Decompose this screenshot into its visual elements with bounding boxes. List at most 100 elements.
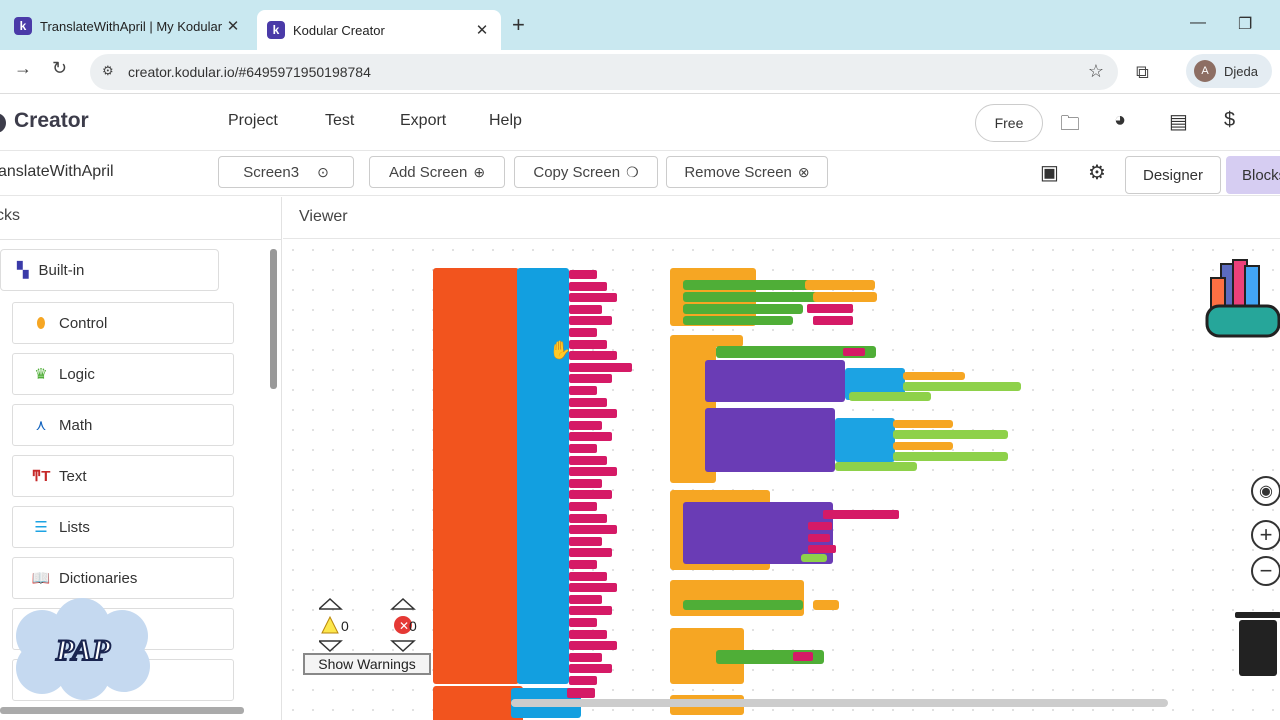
list-item-text-block[interactable] bbox=[569, 397, 607, 407]
component-property-block[interactable] bbox=[835, 462, 917, 471]
make-a-list-block[interactable] bbox=[517, 268, 569, 684]
category-lists[interactable]: ☰ Lists bbox=[12, 506, 234, 548]
category-logic[interactable]: ♛ Logic bbox=[12, 353, 234, 395]
recenter-icon[interactable]: ◉ bbox=[1251, 476, 1280, 506]
list-item-text-block[interactable] bbox=[569, 571, 607, 581]
category-text[interactable]: ͳT Text bbox=[12, 455, 234, 497]
show-warnings-button[interactable]: Show Warnings bbox=[303, 653, 431, 675]
list-item-text-block[interactable] bbox=[569, 281, 607, 291]
boolean-block[interactable] bbox=[801, 554, 827, 562]
list-item-text-block[interactable] bbox=[569, 536, 602, 546]
text-block[interactable] bbox=[807, 304, 853, 313]
list-item-text-block[interactable] bbox=[569, 339, 607, 349]
panel-horizontal-scrollbar[interactable] bbox=[0, 707, 244, 714]
profile-button[interactable]: A Djeda bbox=[1186, 54, 1272, 88]
set-block[interactable] bbox=[683, 600, 803, 610]
plan-button[interactable]: Free bbox=[975, 104, 1043, 142]
warning-down-icon[interactable] bbox=[319, 640, 343, 653]
list-item-text-block[interactable] bbox=[569, 618, 597, 627]
set-block[interactable] bbox=[683, 304, 803, 314]
list-item-text-block[interactable] bbox=[569, 606, 612, 616]
blocks-workspace[interactable]: ✋ ✕ 0 0 Show Warnings ◉ + − bbox=[283, 240, 1280, 720]
text-block[interactable] bbox=[567, 688, 595, 698]
list-item-text-block[interactable] bbox=[569, 293, 617, 303]
folder-star-icon[interactable]: 🗀 bbox=[1060, 113, 1080, 135]
list-item-text-block[interactable] bbox=[569, 362, 632, 372]
menu-help[interactable]: Help bbox=[489, 112, 522, 129]
initialize-global-block-2[interactable] bbox=[433, 686, 523, 720]
set-block[interactable] bbox=[683, 316, 793, 325]
component-property-block[interactable] bbox=[903, 382, 1021, 391]
copy-screen-button[interactable]: Copy Screen ❍ bbox=[514, 156, 658, 188]
close-tab-icon[interactable]: ✕ bbox=[475, 22, 489, 39]
get-global-block[interactable] bbox=[903, 372, 965, 380]
list-item-text-block[interactable] bbox=[569, 316, 612, 326]
text-block[interactable] bbox=[843, 348, 865, 356]
initialize-global-block[interactable] bbox=[433, 268, 519, 684]
zoom-out-icon[interactable]: − bbox=[1251, 556, 1280, 586]
get-global-block[interactable] bbox=[813, 292, 877, 302]
menu-project[interactable]: Project bbox=[228, 112, 278, 129]
list-item-text-block[interactable] bbox=[569, 432, 612, 442]
new-tab-button[interactable]: + bbox=[512, 12, 525, 37]
warning-up-icon[interactable] bbox=[319, 597, 343, 610]
list-item-text-block[interactable] bbox=[569, 676, 597, 685]
site-info-icon[interactable]: ⚙ bbox=[102, 63, 114, 78]
forward-icon[interactable]: → bbox=[14, 58, 32, 78]
text-block[interactable] bbox=[823, 510, 899, 519]
close-tab-icon[interactable]: ✕ bbox=[226, 18, 240, 35]
list-item-text-block[interactable] bbox=[569, 270, 597, 279]
designer-button[interactable]: Designer bbox=[1125, 156, 1221, 194]
list-item-text-block[interactable] bbox=[569, 629, 607, 639]
list-item-text-block[interactable] bbox=[569, 652, 602, 662]
documentation-icon[interactable]: ▤ bbox=[1169, 111, 1188, 133]
menu-export[interactable]: Export bbox=[400, 112, 447, 129]
list-item-text-block[interactable] bbox=[569, 513, 607, 523]
trash-can-icon[interactable] bbox=[1239, 620, 1277, 676]
component-property-block[interactable] bbox=[893, 430, 1008, 439]
url-field[interactable]: ⚙ creator.kodular.io/#6495971950198784 ☆ bbox=[90, 54, 1118, 90]
bookmark-star-icon[interactable]: ☆ bbox=[1087, 61, 1104, 81]
text-block[interactable] bbox=[808, 534, 830, 542]
builtin-tree-item[interactable]: ▚ Built-in bbox=[0, 249, 219, 291]
list-item-text-block[interactable] bbox=[569, 304, 602, 314]
remove-screen-button[interactable]: Remove Screen ⊗ bbox=[666, 156, 828, 188]
gear-icon[interactable]: ⚙ bbox=[1088, 162, 1106, 184]
list-item-text-block[interactable] bbox=[569, 548, 612, 558]
list-item-text-block[interactable] bbox=[569, 641, 617, 651]
backpack-icon[interactable] bbox=[1203, 258, 1280, 348]
list-item-text-block[interactable] bbox=[569, 467, 617, 477]
list-item-text-block[interactable] bbox=[569, 583, 617, 593]
reload-icon[interactable]: ↻ bbox=[52, 58, 68, 78]
browser-tab-kodular-creator[interactable]: k Kodular Creator ✕ bbox=[257, 10, 501, 50]
list-item-text-block[interactable] bbox=[569, 502, 597, 511]
text-block[interactable] bbox=[808, 545, 836, 553]
menu-test[interactable]: Test bbox=[325, 112, 355, 129]
call-translate-block[interactable] bbox=[705, 360, 845, 402]
list-item-text-block[interactable] bbox=[569, 455, 607, 465]
list-item-text-block[interactable] bbox=[569, 490, 612, 500]
restore-icon[interactable]: ❐ bbox=[1238, 16, 1253, 33]
list-item-text-block[interactable] bbox=[569, 594, 602, 604]
text-block[interactable] bbox=[813, 316, 853, 325]
list-item-text-block[interactable] bbox=[569, 525, 617, 535]
screen-select[interactable]: Screen3 ⊙ bbox=[218, 156, 354, 188]
extensions-icon[interactable]: ⧉ bbox=[1136, 62, 1149, 82]
workspace-horizontal-scrollbar[interactable] bbox=[511, 699, 1168, 707]
text-block[interactable] bbox=[793, 652, 813, 661]
category-control[interactable]: ⬮ Control bbox=[12, 302, 234, 344]
list-item-text-block[interactable] bbox=[569, 386, 597, 395]
list-item-text-block[interactable] bbox=[569, 664, 612, 674]
set-block[interactable] bbox=[683, 280, 813, 290]
get-global-block[interactable] bbox=[893, 420, 953, 428]
call-translate-block[interactable] bbox=[705, 408, 835, 472]
set-block[interactable] bbox=[683, 292, 823, 302]
category-dictionaries[interactable]: 📖 Dictionaries bbox=[12, 557, 234, 599]
browser-tab-my-kodular[interactable]: k TranslateWithApril | My Kodular ✕ bbox=[4, 10, 252, 42]
list-item-text-block[interactable] bbox=[569, 420, 602, 430]
gallery-icon[interactable]: ▣ bbox=[1040, 162, 1059, 184]
dollar-icon[interactable]: $ bbox=[1224, 109, 1236, 131]
list-item-text-block[interactable] bbox=[569, 560, 597, 569]
get-global-block[interactable] bbox=[805, 280, 875, 290]
panel-vertical-scrollbar[interactable] bbox=[270, 249, 277, 389]
